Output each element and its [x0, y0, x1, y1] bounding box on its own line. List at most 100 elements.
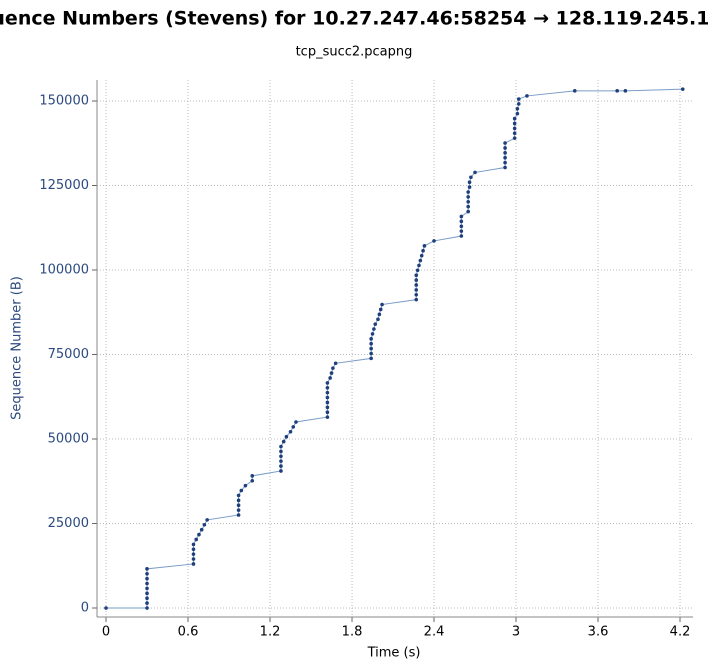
data-point — [199, 527, 204, 532]
data-point — [194, 537, 199, 542]
data-point — [459, 229, 464, 233]
data-point — [145, 586, 149, 591]
data-point — [191, 552, 196, 556]
data-point — [378, 307, 383, 312]
data-point — [239, 488, 244, 493]
data-point — [414, 273, 419, 277]
data-point — [516, 97, 521, 101]
y-tick-label: 50000 — [48, 431, 89, 446]
data-point — [459, 214, 464, 219]
data-point — [325, 385, 330, 390]
data-point — [145, 576, 149, 581]
series-line — [106, 88, 683, 609]
data-point — [466, 195, 470, 199]
data-point — [328, 376, 332, 380]
data-point — [372, 327, 376, 331]
data-point — [294, 420, 298, 424]
data-point — [291, 425, 296, 429]
data-point — [250, 478, 255, 483]
data-point — [503, 151, 507, 155]
data-point — [236, 498, 241, 503]
data-point — [145, 601, 149, 605]
data-point — [469, 175, 473, 180]
data-point — [369, 356, 373, 361]
data-point — [191, 562, 196, 566]
chart-title: Sequence Numbers (Stevens) for 10.27.247… — [0, 8, 708, 30]
data-point — [467, 180, 472, 185]
data-point — [369, 337, 373, 341]
data-point — [414, 283, 419, 287]
data-point — [466, 204, 470, 209]
data-point — [615, 89, 619, 93]
data-point — [325, 381, 330, 385]
data-point — [369, 346, 373, 351]
data-point — [415, 268, 420, 273]
data-point — [325, 415, 330, 419]
data-point — [512, 121, 517, 126]
data-point — [459, 219, 464, 224]
x-tick-label: 1.8 — [342, 625, 363, 640]
data-point — [104, 606, 108, 610]
data-point — [503, 160, 507, 165]
data-point — [281, 439, 286, 444]
data-point — [329, 371, 334, 375]
data-point — [279, 464, 283, 468]
data-point — [377, 312, 382, 317]
data-point — [279, 444, 283, 449]
data-point — [279, 469, 283, 473]
x-tick-label: 3 — [512, 625, 520, 640]
y-tick-label: 150000 — [39, 93, 89, 108]
data-point — [515, 106, 520, 111]
data-point — [623, 89, 628, 93]
data-point — [191, 557, 196, 561]
data-point — [145, 591, 149, 596]
data-point — [466, 190, 470, 194]
data-point — [145, 606, 149, 610]
x-tick-label: 0.6 — [178, 625, 199, 640]
data-point — [473, 170, 477, 175]
data-point — [284, 434, 289, 439]
data-point — [512, 116, 517, 121]
x-tick-label: 4.2 — [670, 625, 691, 640]
data-point — [432, 239, 436, 243]
data-point — [466, 199, 470, 204]
data-point — [459, 224, 464, 229]
data-point — [279, 449, 283, 454]
data-point — [512, 126, 517, 131]
data-point — [515, 111, 520, 116]
data-point — [202, 522, 207, 527]
data-point — [333, 361, 338, 366]
data-point — [512, 136, 517, 140]
data-point — [279, 459, 283, 463]
data-point — [331, 366, 335, 370]
data-point — [376, 317, 380, 322]
data-point — [191, 547, 196, 552]
data-point — [414, 288, 419, 292]
data-point — [373, 322, 378, 326]
x-tick-label: 1.2 — [260, 625, 281, 640]
data-point — [288, 430, 293, 434]
data-point — [369, 341, 373, 346]
y-tick-label: 75000 — [48, 347, 89, 362]
data-point — [467, 185, 472, 189]
data-point — [414, 278, 419, 282]
data-point — [503, 165, 507, 170]
data-point — [325, 390, 330, 395]
y-tick-label: 125000 — [39, 178, 89, 193]
x-tick-label: 0 — [102, 625, 110, 640]
data-point — [145, 596, 149, 601]
data-point — [503, 146, 507, 150]
data-point — [145, 571, 149, 576]
data-point — [145, 581, 149, 586]
data-point — [236, 503, 241, 508]
y-axis-label: Sequence Number (B) — [10, 276, 25, 420]
data-point — [419, 253, 424, 258]
data-point — [197, 532, 201, 537]
data-point — [370, 332, 375, 336]
data-point — [380, 302, 384, 307]
data-point — [205, 518, 209, 522]
data-point — [145, 567, 149, 571]
data-point — [236, 513, 241, 517]
data-point — [503, 155, 507, 160]
